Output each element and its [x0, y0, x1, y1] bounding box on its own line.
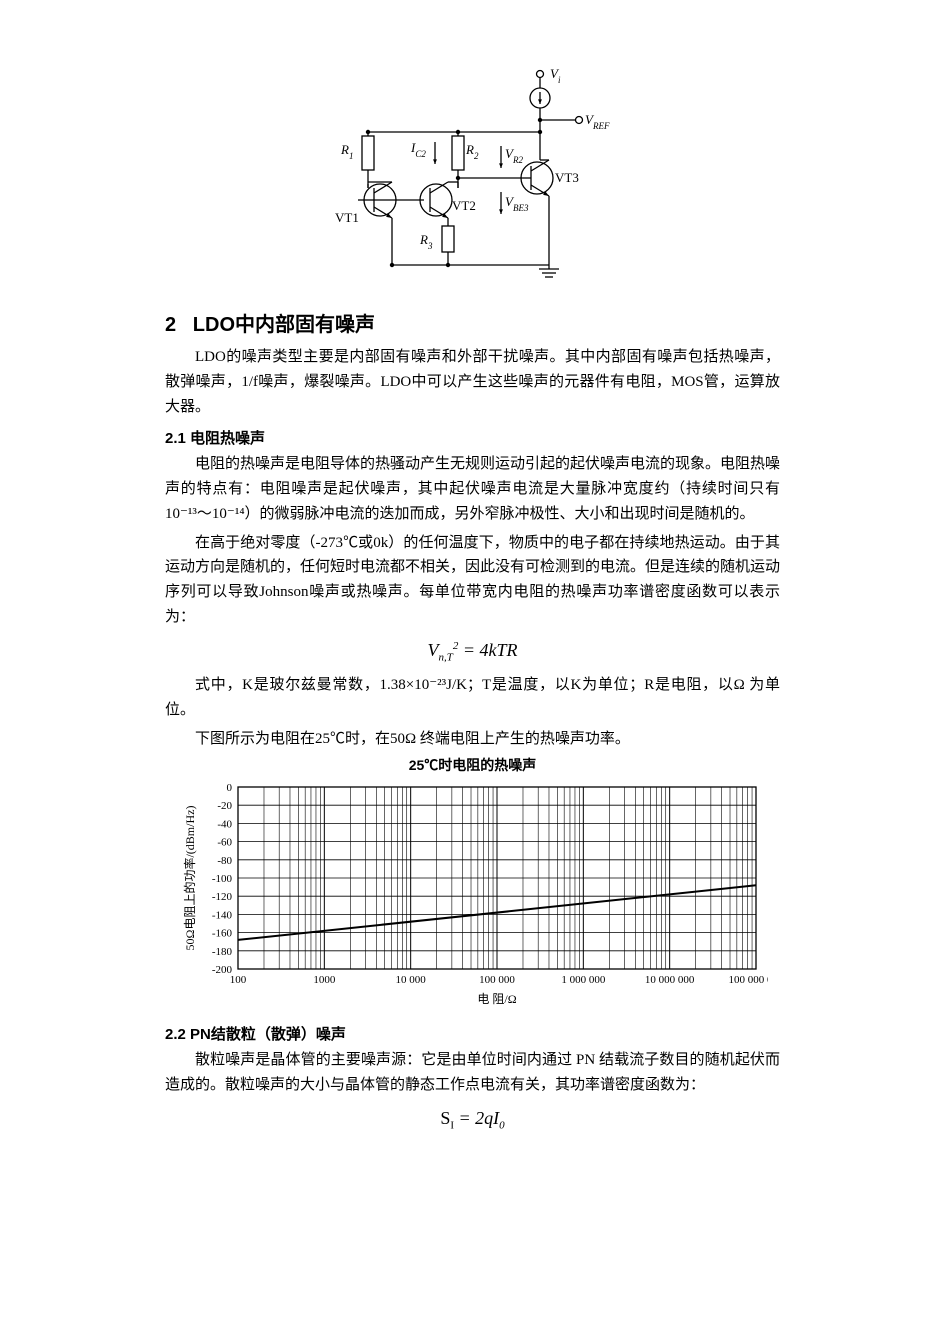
page: Vi VREF R1 R2 IC2 VT1 VT2 VR2 VT3 VBE3 R3 2 LDO中内部… — [0, 0, 945, 1201]
svg-text:R3: R3 — [419, 232, 433, 251]
svg-text:R1: R1 — [340, 142, 353, 161]
svg-text:-140: -140 — [211, 910, 232, 922]
section-2-heading: 2 LDO中内部固有噪声 — [165, 308, 780, 337]
svg-text:电 阻/Ω: 电 阻/Ω — [477, 992, 516, 1006]
svg-text:R2: R2 — [465, 142, 479, 161]
svg-text:-60: -60 — [217, 837, 232, 849]
formula1-var: V — [427, 640, 438, 660]
svg-text:50Ω电阻上的功率/(dBm/Hz): 50Ω电阻上的功率/(dBm/Hz) — [182, 806, 197, 951]
formula-thermal-noise: Vn,T2 = 4kTR — [165, 640, 780, 664]
svg-text:-120: -120 — [211, 892, 232, 904]
subsection-2-1-p4: 下图所示为电阻在25℃时，在50Ω 终端电阻上产生的热噪声功率。 — [165, 727, 780, 752]
svg-text:VREF: VREF — [585, 112, 610, 131]
circuit-diagram-container: Vi VREF R1 R2 IC2 VT1 VT2 VR2 VT3 VBE3 R3 — [165, 60, 780, 280]
svg-text:VBE3: VBE3 — [505, 194, 529, 213]
svg-text:-80: -80 — [217, 855, 232, 867]
svg-text:100: 100 — [229, 974, 246, 986]
section-number: 2 — [165, 314, 176, 336]
formula2-var: S — [440, 1108, 450, 1128]
formula2-sub2: 0 — [499, 1119, 505, 1131]
formula-shot-noise: SI = 2qI0 — [165, 1108, 780, 1132]
svg-text:-180: -180 — [211, 946, 232, 958]
subsection-2-1-heading: 2.1 电阻热噪声 — [165, 427, 780, 448]
svg-text:IC2: IC2 — [410, 140, 426, 159]
svg-text:VT1: VT1 — [335, 210, 359, 225]
formula1-rhs: = 4kTR — [458, 640, 517, 660]
formula2-rhs: = 2qI — [454, 1108, 499, 1128]
thermal-noise-chart: 0-20-40-60-80-100-120-140-160-180-200100… — [178, 779, 768, 1009]
svg-text:10 000 000: 10 000 000 — [644, 974, 694, 986]
section-title: LDO中内部固有噪声 — [193, 314, 375, 336]
subsection-2-1-p3: 式中，K是玻尔兹曼常数，1.38×10⁻²³J/K；T是温度，以K为单位；R是电… — [165, 673, 780, 723]
svg-text:-20: -20 — [217, 801, 232, 813]
svg-text:100 000 000: 100 000 000 — [728, 974, 768, 986]
thermal-noise-chart-container: 0-20-40-60-80-100-120-140-160-180-200100… — [165, 779, 780, 1009]
subsection-2-1-p1: 电阻的热噪声是电阻导体的热骚动产生无规则运动引起的起伏噪声电流的现象。电阻热噪声… — [165, 452, 780, 526]
circuit-diagram: Vi VREF R1 R2 IC2 VT1 VT2 VR2 VT3 VBE3 R3 — [323, 60, 623, 280]
subsection-2-1-p2: 在高于绝对零度（-273℃或0k）的任何温度下，物质中的电子都在持续地热运动。由… — [165, 531, 780, 630]
svg-text:-40: -40 — [217, 819, 232, 831]
svg-text:-100: -100 — [211, 873, 232, 885]
svg-text:1 000 000: 1 000 000 — [561, 974, 606, 986]
svg-text:-160: -160 — [211, 928, 232, 940]
svg-text:1000: 1000 — [313, 974, 336, 986]
svg-text:VR2: VR2 — [505, 146, 523, 165]
chart-title: 25℃时电阻的热噪声 — [165, 755, 780, 775]
section-2-intro: LDO的噪声类型主要是内部固有噪声和外部干扰噪声。其中内部固有噪声包括热噪声，散… — [165, 345, 780, 419]
svg-text:Vi: Vi — [550, 66, 561, 85]
svg-text:0: 0 — [226, 782, 232, 794]
subsection-2-2-p1: 散粒噪声是晶体管的主要噪声源：它是由单位时间内通过 PN 结载流子数目的随机起伏… — [165, 1048, 780, 1098]
subsection-2-2-heading: 2.2 PN结散粒（散弹）噪声 — [165, 1023, 780, 1044]
svg-text:100 000: 100 000 — [479, 974, 515, 986]
svg-text:10 000: 10 000 — [395, 974, 426, 986]
formula1-sub: n,T — [438, 651, 452, 663]
svg-text:VT3: VT3 — [555, 170, 579, 185]
svg-text:VT2: VT2 — [452, 198, 476, 213]
